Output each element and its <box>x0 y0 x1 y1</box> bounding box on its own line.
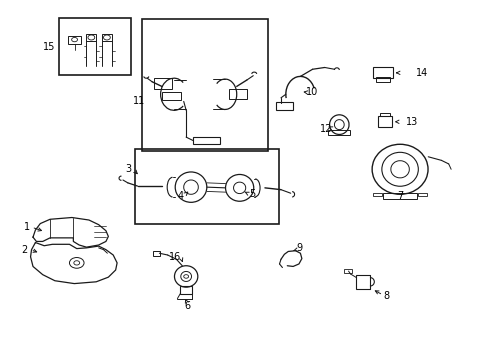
Bar <box>276 103 292 111</box>
Text: 4: 4 <box>177 191 183 201</box>
Text: 16: 16 <box>168 252 181 262</box>
Bar <box>417 193 426 196</box>
Bar <box>59 18 130 75</box>
Bar <box>377 116 391 127</box>
Bar <box>153 78 172 89</box>
Text: 11: 11 <box>133 96 145 107</box>
Bar <box>102 33 112 41</box>
Text: 5: 5 <box>249 189 255 199</box>
Text: 10: 10 <box>305 87 317 98</box>
Bar <box>193 137 220 144</box>
Text: 8: 8 <box>383 291 389 301</box>
Bar <box>180 287 192 294</box>
Bar <box>379 113 389 116</box>
Bar <box>68 36 81 44</box>
Bar <box>375 77 389 82</box>
Bar <box>162 92 181 100</box>
Text: 15: 15 <box>43 42 56 52</box>
Text: 9: 9 <box>296 243 302 253</box>
Bar <box>228 89 247 99</box>
Text: 7: 7 <box>396 191 403 201</box>
Bar <box>327 130 349 135</box>
Bar <box>135 149 278 224</box>
Bar <box>356 275 369 289</box>
Text: 13: 13 <box>406 117 418 127</box>
Bar <box>372 67 392 78</box>
Bar <box>343 269 352 273</box>
Text: 2: 2 <box>21 245 27 255</box>
Text: 3: 3 <box>125 164 132 174</box>
Text: 1: 1 <box>23 222 30 232</box>
Bar <box>86 33 96 41</box>
Bar <box>142 18 267 152</box>
Text: 14: 14 <box>415 68 427 78</box>
Bar <box>153 251 160 256</box>
Bar <box>382 193 416 199</box>
Text: 12: 12 <box>319 124 332 134</box>
Bar <box>372 193 381 196</box>
Text: 6: 6 <box>183 301 190 311</box>
